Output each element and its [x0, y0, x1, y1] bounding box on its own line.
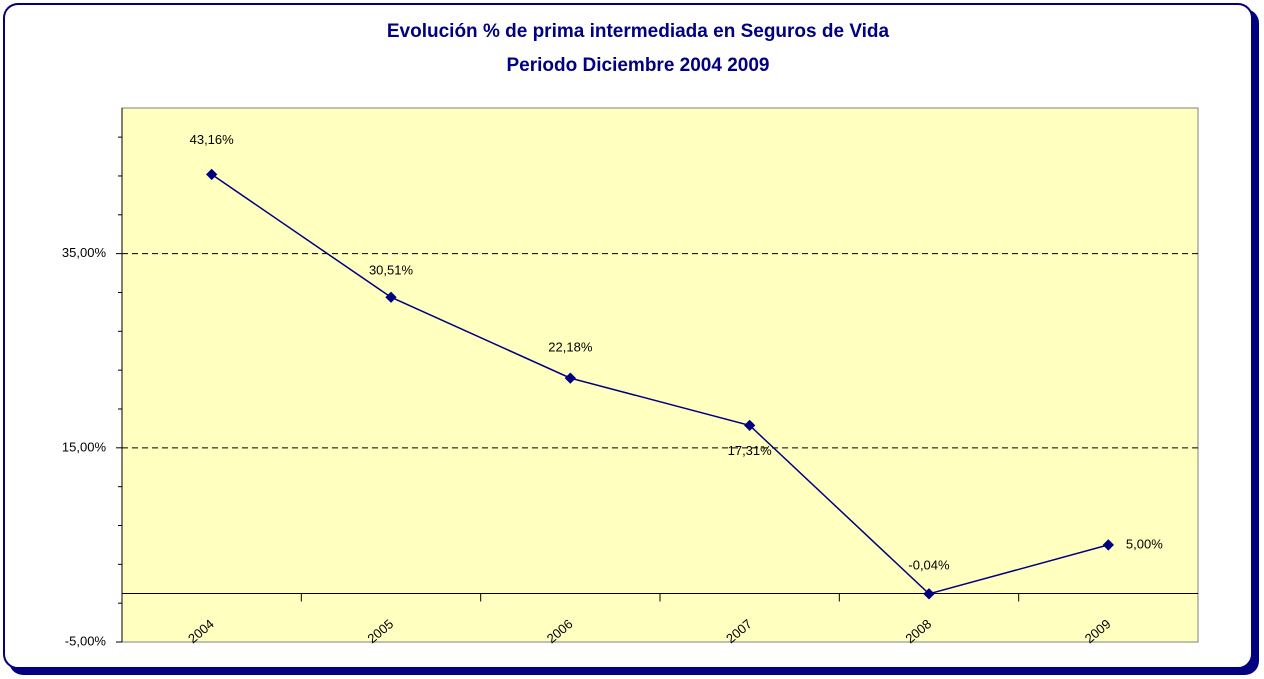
- data-label: 5,00%: [1126, 536, 1163, 551]
- series-line: [211, 173, 1109, 595]
- chart-title: Evolución % de prima intermediada en Seg…: [387, 21, 890, 42]
- marker: [923, 588, 935, 600]
- y-tick-label: -5,00%: [65, 633, 107, 648]
- data-label: 22,18%: [548, 340, 593, 355]
- marker: [744, 419, 756, 432]
- y-tick-label: 15,00%: [62, 439, 107, 454]
- marker: [1102, 539, 1114, 551]
- chart-subtitle: Periodo Diciembre 2004 2009: [507, 55, 770, 76]
- marker: [564, 372, 576, 384]
- marker: [206, 168, 218, 181]
- data-label: -0,04%: [908, 557, 950, 572]
- data-label: 30,51%: [369, 263, 414, 278]
- marker: [385, 291, 397, 303]
- plot-area: [121, 107, 1199, 643]
- data-label: 43,16%: [190, 132, 235, 147]
- y-tick-label: 35,00%: [62, 245, 107, 260]
- data-label: 17,31%: [728, 443, 773, 458]
